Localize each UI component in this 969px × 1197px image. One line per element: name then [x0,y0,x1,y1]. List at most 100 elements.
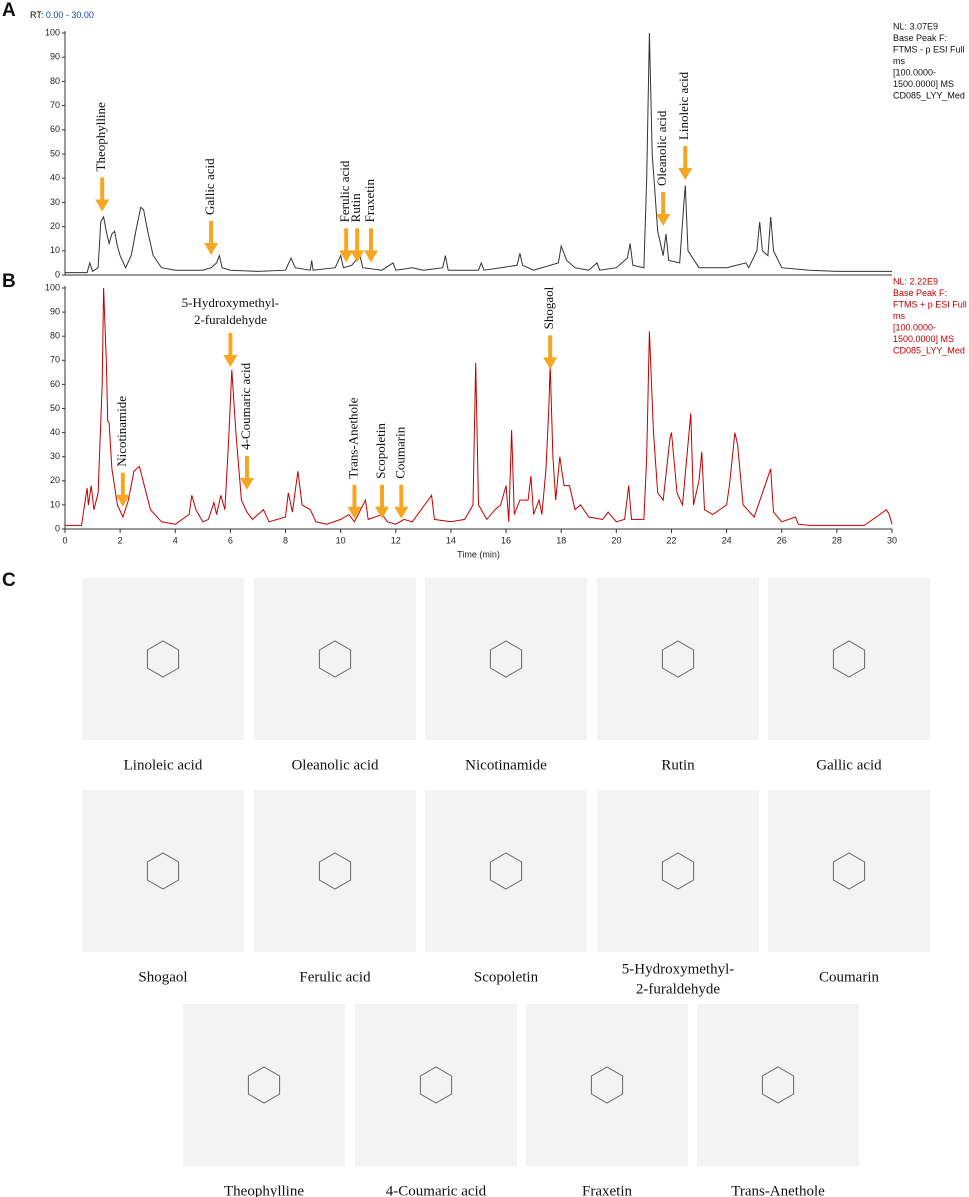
structure-box [254,578,416,740]
annotation-arrowhead [223,354,238,367]
structure-box [768,578,930,740]
x-tick-label: 6 [228,535,233,545]
annotation-label: 2-furaldehyde [194,312,267,327]
y-tick-label: 40 [50,427,60,437]
y-tick-label: 50 [50,403,60,413]
chromatogram-line [65,287,893,526]
annotation-label: Trans-Anethole [345,397,360,478]
info-line: 1500.0000] MS [893,79,954,89]
y-tick-label: 90 [50,306,60,316]
panel-letter: A [2,0,16,21]
x-tick-label: 8 [283,535,288,545]
compound-name: Oleanolic acid [291,757,379,773]
annotation-arrowhead [678,168,693,181]
structure-box [768,790,930,952]
info-line: [100.0000- [893,322,936,332]
annotation-arrowhead [363,250,378,263]
y-tick-label: 60 [50,124,60,134]
structure-sketch [419,1066,453,1104]
annotation-label: 4-Coumaric acid [238,362,253,449]
y-tick-label: 100 [45,27,60,37]
structure-box [425,790,587,952]
y-tick-label: 80 [50,76,60,86]
structure-sketch [318,640,352,678]
annotation-label: Theophylline [93,102,108,172]
structure-sketch [318,852,352,890]
x-tick-label: 10 [336,535,346,545]
structure-box [597,790,759,952]
x-axis-label: Time (min) [457,549,500,559]
info-line: 1500.0000] MS [893,334,954,344]
annotation-arrowhead [375,506,390,519]
structure-box [697,1004,859,1166]
rt-label: RT: [30,10,43,20]
x-tick-label: 18 [556,535,566,545]
info-line: CD085_LYY_Med [893,345,965,355]
compound-name: 5-Hydroxymethyl- [622,961,734,977]
compound-name: Gallic acid [816,757,882,773]
annotation-label: Fraxetin [362,178,377,222]
x-tick-label: 28 [832,535,842,545]
y-tick-label: 100 [45,282,60,292]
compound-name: Fraxetin [582,1183,632,1197]
structure-sketch [832,640,866,678]
x-tick-label: 26 [777,535,787,545]
y-tick-label: 50 [50,148,60,158]
structure-box [425,578,587,740]
info-line: NL: 3.07E9 [893,21,938,31]
compound-name: Theophylline [224,1183,304,1197]
structure-sketch [146,640,180,678]
info-line: Base Peak F: [893,288,947,298]
x-tick-label: 16 [501,535,511,545]
annotation-label: 5-Hydroxymethyl- [182,295,279,310]
y-tick-label: 60 [50,379,60,389]
compound-name: Scopoletin [474,969,539,985]
info-line: NL: 2.22E9 [893,276,938,286]
annotation-arrowhead [656,214,671,227]
structure-box [254,790,416,952]
rt-range: 0.00 - 30.00 [46,10,94,20]
x-tick-label: 12 [391,535,401,545]
annotation-arrowhead [347,506,362,519]
info-line: FTMS - p ESI Full [893,44,965,54]
annotation-label: Linoleic acid [676,71,691,140]
y-tick-label: 0 [55,269,60,279]
y-tick-label: 70 [50,100,60,110]
compound-name: Linoleic acid [124,757,203,773]
annotation-label: Scopoletin [373,423,388,479]
annotation-arrowhead [394,506,409,519]
y-tick-label: 70 [50,355,60,365]
x-tick-label: 4 [173,535,178,545]
x-tick-label: 22 [666,535,676,545]
structure-sketch [489,640,523,678]
annotation-label: Oleanolic acid [654,110,669,186]
x-tick-label: 0 [62,535,67,545]
annotation-arrowhead [115,494,130,507]
info-line: ms [893,311,905,321]
y-tick-label: 20 [50,221,60,231]
compound-name: Coumarin [819,969,879,985]
compound-name: Ferulic acid [299,969,371,985]
structure-sketch [832,852,866,890]
annotation-label: Shogaol [541,286,556,329]
structure-sketch [661,640,695,678]
info-line: ms [893,56,905,66]
x-tick-label: 2 [118,535,123,545]
panel-letter: C [2,570,16,591]
y-tick-label: 10 [50,499,60,509]
y-tick-label: 90 [50,52,60,62]
chromatogram-line [65,32,892,274]
structure-sketch [489,852,523,890]
structure-sketch [761,1066,795,1104]
annotation-arrowhead [543,357,558,370]
compound-name: 4-Coumaric acid [386,1183,487,1197]
annotation-label: Rutin [348,193,363,222]
compound-name: Shogaol [138,969,187,985]
structure-box [183,1004,345,1166]
annotation-arrowhead [339,250,354,263]
structure-box [82,578,244,740]
annotation-label: Gallic acid [202,158,217,215]
structure-sketch [247,1066,281,1104]
compound-name: Rutin [661,757,695,773]
